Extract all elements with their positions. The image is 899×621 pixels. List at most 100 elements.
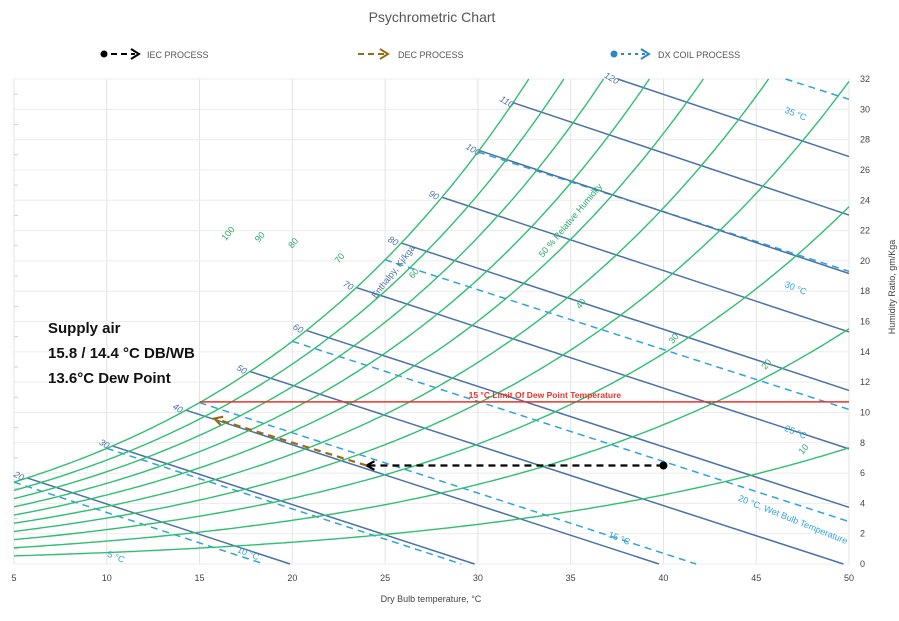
rh-label: 60 <box>407 266 421 280</box>
wet-bulb-label: 15 °C <box>607 529 632 547</box>
legend-dec-label: DEC PROCESS <box>398 50 464 60</box>
x-tick-label: 35 <box>566 573 576 583</box>
rh-label: 80 <box>286 236 300 250</box>
rh-curve <box>13 328 850 549</box>
legend-dx-label: DX COIL PROCESS <box>658 50 740 60</box>
process-arrowhead <box>212 415 224 426</box>
enthalpy-line <box>185 409 660 565</box>
y-tick-label: 26 <box>860 165 870 175</box>
y-tick-label: 22 <box>860 226 870 236</box>
x-tick-label: 40 <box>658 573 668 583</box>
wet-bulb-label: 10 °C <box>236 544 261 562</box>
process-lines <box>212 415 668 471</box>
x-tick-label: 45 <box>751 573 761 583</box>
enthalpy-label: 60 <box>291 322 305 336</box>
process-line <box>214 417 367 467</box>
y-tick-label: 32 <box>860 74 870 84</box>
rh-label: 30 <box>667 331 681 345</box>
wet-bulb-line <box>13 481 265 565</box>
y-tick-label: 2 <box>860 529 865 539</box>
wet-bulb-label: 30 °C <box>783 279 808 297</box>
rh-label: 10 <box>796 442 810 456</box>
enthalpy-line <box>356 286 850 450</box>
chart-legend: IEC PROCESS DEC PROCESS DX COIL PROCESS <box>100 48 740 60</box>
annotation-line-1: Supply air <box>48 320 121 337</box>
enthalpy-label: 120 <box>603 70 621 86</box>
wet-bulb-line <box>785 78 850 101</box>
enthalpy-label: 40 <box>171 401 185 415</box>
x-tick-label: 30 <box>473 573 483 583</box>
annotation-line-3: 13.6°C Dew Point <box>48 370 171 387</box>
x-tick-label: 5 <box>11 573 16 583</box>
rh-curve <box>13 447 850 557</box>
x-tick-label: 50 <box>844 573 854 583</box>
rh-curve <box>13 78 605 500</box>
wet-bulb-label: 35 °C <box>783 105 808 123</box>
wet-bulb-line <box>106 447 462 565</box>
y-tick-label: 12 <box>860 377 870 387</box>
rh-curve <box>13 78 650 508</box>
enthalpy-label: 110 <box>498 94 515 110</box>
rh-label: 100 <box>219 225 236 243</box>
legend-iec-arrow <box>130 48 141 60</box>
y-tick-label: 14 <box>860 347 870 357</box>
enthalpy-line <box>306 329 850 509</box>
process-arrowhead <box>364 460 375 471</box>
rh-curve <box>13 78 530 483</box>
y-tick-label: 8 <box>860 438 865 448</box>
y-tick-label: 30 <box>860 104 870 114</box>
process-start-point <box>659 461 668 470</box>
y-tick-label: 28 <box>860 135 870 145</box>
enthalpy-line <box>401 242 850 392</box>
x-axis-title: Dry Bulb temperature, °C <box>381 594 482 604</box>
rh-curve <box>13 78 704 516</box>
rh-curve <box>13 206 850 541</box>
enthalpy-line <box>617 78 850 158</box>
x-tick-label: 25 <box>380 573 390 583</box>
enthalpy-label: 30 <box>97 437 111 451</box>
chart-title: Psychrometric Chart <box>369 9 496 25</box>
legend-dec-arrow <box>379 48 390 60</box>
y-tick-label: 20 <box>860 256 870 266</box>
rh-label: 40 <box>574 297 588 311</box>
legend-iec-label: IEC PROCESS <box>147 50 209 60</box>
chart-grid <box>13 78 850 565</box>
relative-humidity-curves <box>13 78 850 557</box>
supply-air-annotation: Supply air 15.8 / 14.4 °C DB/WB 13.6°C D… <box>48 316 195 391</box>
y-tick-label: 4 <box>860 498 865 508</box>
enthalpy-label: 100 <box>464 141 482 157</box>
enthalpy-line <box>512 101 850 216</box>
y-tick-label: 16 <box>860 317 870 327</box>
y-axis-title: Humidity Ratio, gm/Kga <box>887 240 897 335</box>
x-tick-label: 15 <box>195 573 205 583</box>
enthalpy-line <box>112 445 475 565</box>
chart-axes: 5 10 15 20 25 30 35 40 45 50024681012141618202224… <box>11 74 870 583</box>
enthalpy-line <box>26 477 291 565</box>
enthalpy-label: 90 <box>427 188 441 202</box>
legend-iec-marker <box>100 50 108 58</box>
wet-bulb-line <box>384 259 850 411</box>
y-tick-label: 6 <box>860 468 865 478</box>
enthalpy-line <box>478 149 850 275</box>
rh-curve <box>13 78 565 492</box>
x-tick-label: 10 <box>102 573 112 583</box>
wet-bulb-line <box>292 340 850 523</box>
legend-dx-marker <box>610 50 618 58</box>
rh-label: 90 <box>253 230 267 244</box>
wet-bulb-label: 25 °C <box>783 423 808 441</box>
enthalpy-line <box>249 370 844 565</box>
y-tick-label: 10 <box>860 407 870 417</box>
rh-label: 20 <box>759 357 773 371</box>
enthalpy-label: 70 <box>341 279 355 293</box>
dew-point-limit: 15 °C Limit Of Dew Point Temperature <box>199 390 849 403</box>
rh-curve <box>13 80 850 533</box>
rh-curve <box>13 78 770 524</box>
y-tick-label: 18 <box>860 286 870 296</box>
rh-label: 70 <box>333 251 347 265</box>
legend-dx-arrow <box>640 48 651 60</box>
annotation-line-2: 15.8 / 14.4 °C DB/WB <box>48 345 195 362</box>
enthalpy-label: 20 <box>11 469 26 483</box>
x-tick-label: 20 <box>287 573 297 583</box>
y-tick-label: 0 <box>860 559 865 569</box>
